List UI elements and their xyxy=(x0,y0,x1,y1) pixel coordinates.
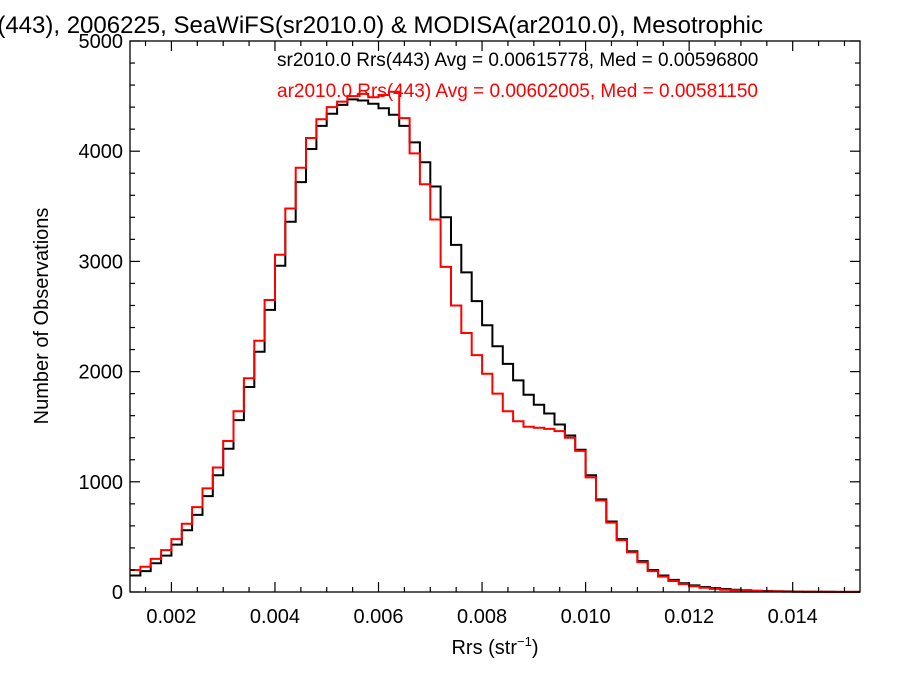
y-tick-label: 0 xyxy=(112,582,123,604)
series-line-1 xyxy=(130,90,860,593)
x-axis-title-superscript: −1 xyxy=(517,634,532,649)
series-line-0 xyxy=(130,98,860,593)
x-tick-label: 0.004 xyxy=(250,606,300,628)
x-axis-title-main: Rrs (str xyxy=(451,637,517,659)
x-tick-label: 0.010 xyxy=(561,606,611,628)
series-layer xyxy=(130,90,860,593)
x-tick-label: 0.012 xyxy=(664,606,714,628)
legend: sr2010.0 Rrs(443) Avg = 0.00615778, Med … xyxy=(277,50,758,102)
x-tick-label: 0.014 xyxy=(768,606,818,628)
y-tick-label: 4000 xyxy=(79,141,124,163)
y-tick-label: 5000 xyxy=(79,31,124,53)
y-tick-label: 2000 xyxy=(79,362,124,384)
ticks-layer: 0.002 0.004 0.006 0.008 0.010 0.012 0.014 0 1000… xyxy=(79,31,860,628)
chart-title: Rrs(443), 2006225, SeaWiFS(sr2010.0) & M… xyxy=(0,12,763,39)
x-tick-label: 0.008 xyxy=(457,606,507,628)
x-axis-title-close: ) xyxy=(532,637,539,659)
plot-frame xyxy=(129,40,861,593)
x-axis-title: Rrs (str−1) xyxy=(451,634,538,659)
y-tick-label: 3000 xyxy=(79,251,124,273)
x-tick-label: 0.006 xyxy=(353,606,403,628)
y-axis-title: Number of Observations xyxy=(31,208,53,425)
legend-entry-ar2010: ar2010.0 Rrs(443) Avg = 0.00602005, Med … xyxy=(277,81,758,102)
legend-entry-sr2010: sr2010.0 Rrs(443) Avg = 0.00615778, Med … xyxy=(277,50,758,71)
x-tick-label: 0.002 xyxy=(146,606,196,628)
y-tick-label: 1000 xyxy=(79,472,124,494)
